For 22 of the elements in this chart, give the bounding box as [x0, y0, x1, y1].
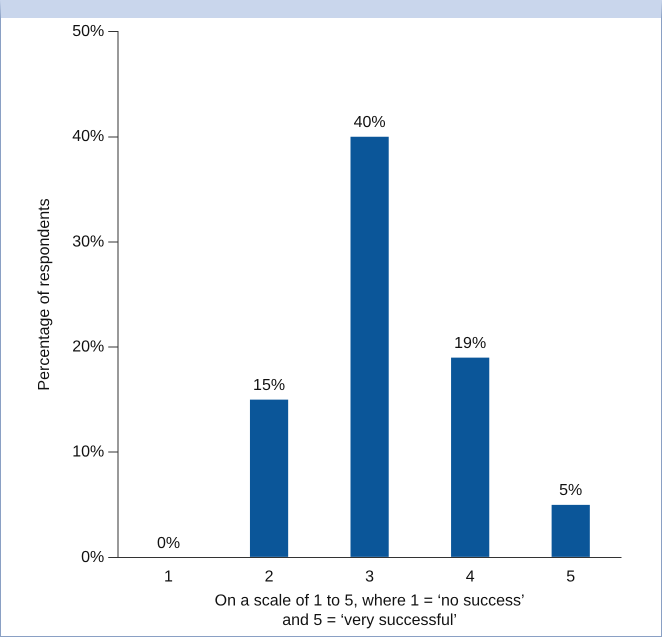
- x-tick-label: 5: [566, 568, 576, 586]
- x-tick-label: 4: [466, 568, 475, 586]
- x-tick-label: 1: [164, 568, 174, 586]
- y-tick-label: 30%: [72, 233, 104, 250]
- y-tick-label: 40%: [72, 128, 104, 146]
- data-label: 0%: [156, 534, 180, 552]
- data-label: 40%: [354, 114, 386, 132]
- y-axis-title: Percentage of respondents: [36, 198, 54, 391]
- bar: [350, 136, 389, 557]
- bar: [451, 358, 490, 557]
- data-label: 19%: [454, 335, 486, 352]
- x-tick-label: 2: [264, 568, 274, 586]
- x-tick-label: 3: [365, 568, 374, 586]
- y-tick-label: 10%: [72, 444, 104, 461]
- x-axis-title: On a scale of 1 to 5, where 1 = ‘no success’ and 5 = ‘very successful’: [214, 592, 525, 629]
- bar: [250, 400, 288, 557]
- y-tick-label: 50%: [72, 23, 104, 40]
- y-tick-label: 20%: [72, 338, 104, 356]
- data-label: 5%: [559, 482, 582, 500]
- data-label: 15%: [253, 377, 286, 394]
- bar: [552, 504, 590, 557]
- y-tick-label: 0%: [81, 548, 104, 566]
